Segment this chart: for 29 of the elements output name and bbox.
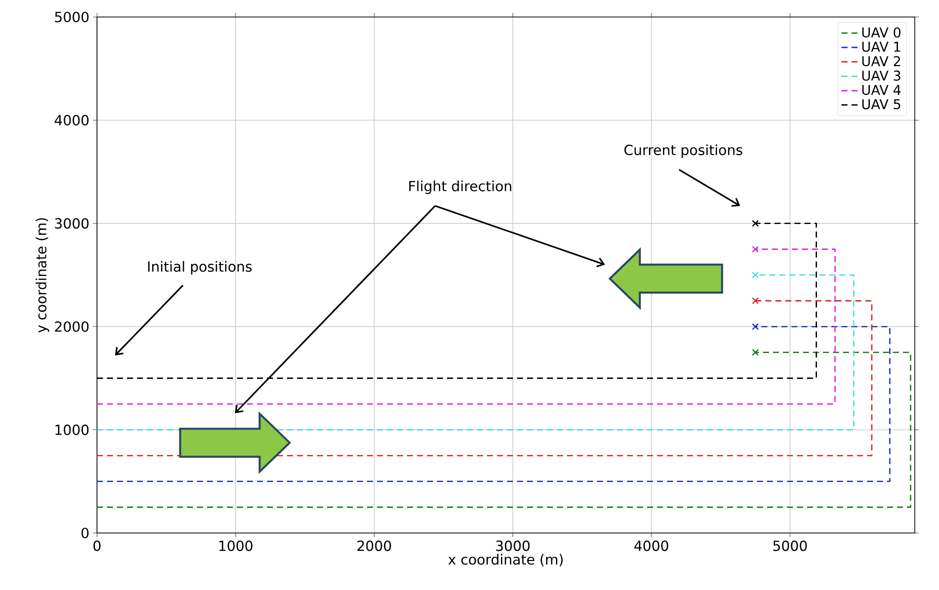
annotation: Flight direction — [409, 180, 512, 194]
legend-label: UAV 2 — [862, 56, 900, 66]
x-tick-label: 4000 — [634, 540, 668, 552]
legend-label: UAV 1 — [862, 42, 900, 52]
x-tick-label: 1000 — [219, 540, 252, 552]
y-tick-label: 0 — [82, 528, 89, 538]
x-tick-label: 5000 — [773, 540, 807, 552]
point — [752, 272, 759, 278]
legend-label: UAV 0 — [862, 27, 900, 38]
legend-label: UAV 3 — [862, 70, 900, 81]
point — [752, 220, 759, 227]
y-tick-label: 2000 — [55, 321, 89, 332]
y-tick-label: 4000 — [54, 114, 89, 126]
y-tick-label: 3000 — [55, 218, 89, 229]
point — [752, 246, 759, 253]
x-tick-label: 3000 — [496, 540, 530, 552]
legend-label: UAV 5 — [862, 99, 900, 110]
y-axis-title: y coordinate (m) — [36, 218, 50, 333]
y-tick-label: 1000 — [56, 424, 89, 436]
point — [752, 323, 759, 330]
legend-label: UAV 4 — [862, 85, 901, 96]
x-axis-title: x coordinate (m) — [448, 554, 563, 566]
y-tick-label: 5000 — [55, 12, 89, 22]
point — [752, 297, 759, 304]
x-tick-label: 0 — [93, 540, 101, 552]
point — [752, 348, 759, 356]
x-tick-label: 2000 — [357, 540, 392, 552]
annotation: Initial positions — [148, 261, 252, 275]
annotation: Current positions — [624, 144, 742, 158]
